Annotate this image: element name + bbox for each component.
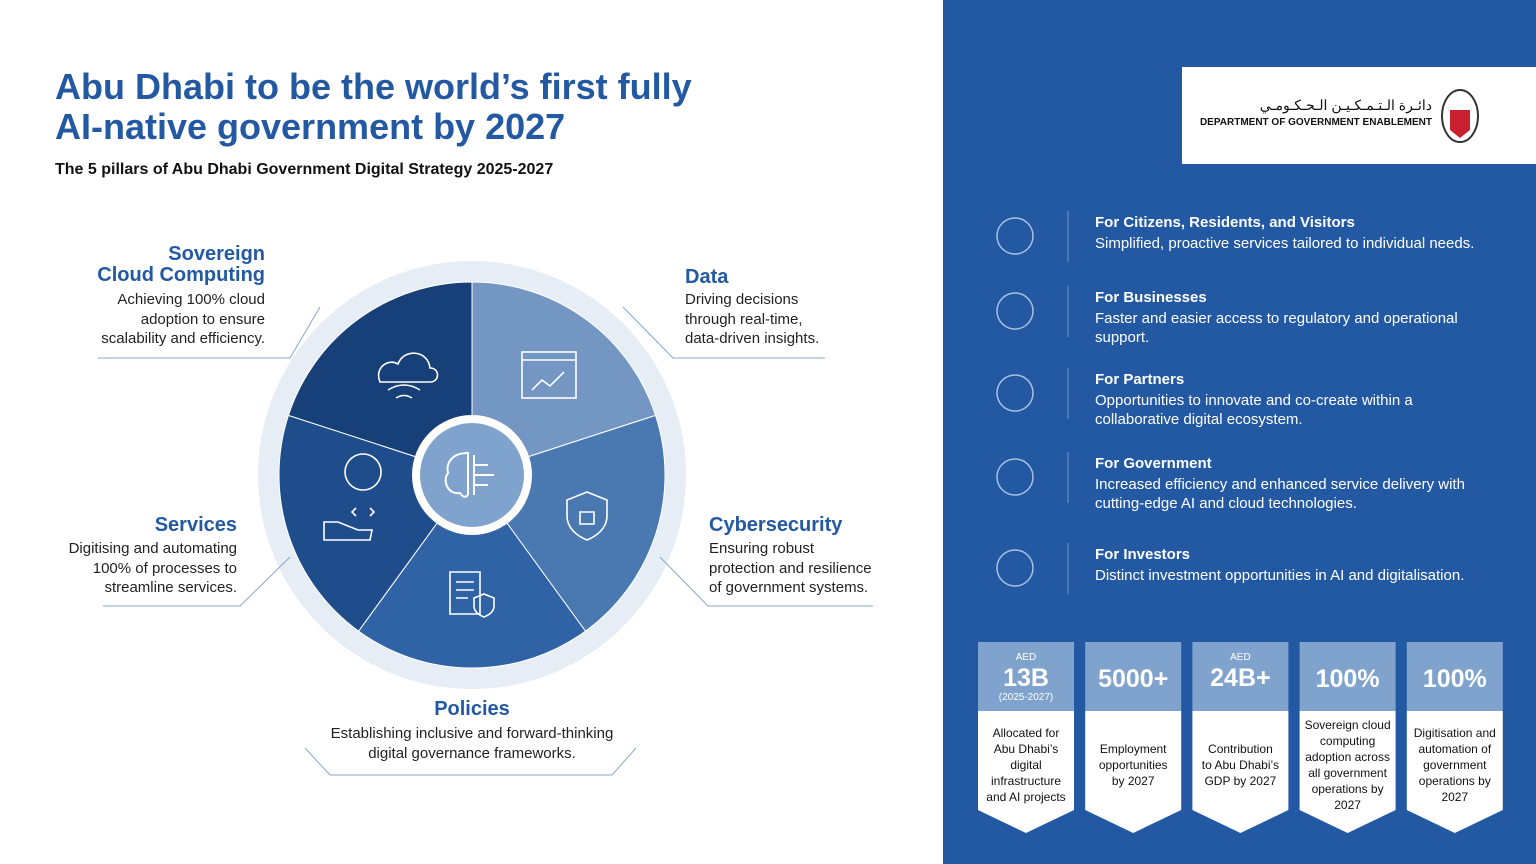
wheel-segment (287, 281, 473, 476)
stat-description: 2027 (1441, 790, 1469, 804)
pillar-description: Digitising and automating (68, 540, 237, 557)
stat-value: 100% (1315, 665, 1380, 693)
stat-description: all government (1308, 766, 1387, 780)
stat-description: opportunities (1098, 758, 1168, 772)
audience-title: For Investors (1095, 546, 1191, 563)
pillar-description: protection and resilience (709, 559, 872, 577)
pillar-description: adoption to ensure (140, 310, 265, 328)
center-core (420, 423, 524, 527)
stat-description: by 2027 (1111, 774, 1155, 788)
audience-title: For Partners (1095, 371, 1185, 388)
pillar-connector (98, 306, 321, 359)
pillar-name: Sovereign (168, 243, 265, 265)
stat-head (1406, 642, 1503, 711)
stat-description: computing (1319, 734, 1376, 748)
pillar-name: Cloud Computing (97, 264, 265, 286)
stat-value: 24B+ (1210, 664, 1271, 692)
pillar-name: Policies (434, 698, 510, 720)
audience-description: Faster and easier access to regulatory a… (1095, 310, 1458, 346)
stat-description: Digitisation and (1413, 726, 1496, 740)
pillar-description: 100% of processes to (92, 559, 237, 577)
stat-description: Abu Dhabi’s (993, 742, 1059, 756)
logo-english: DEPARTMENT OF GOVERNMENT ENABLEMENT (1199, 117, 1432, 128)
pillar-description: Establishing inclusive and forward-think… (330, 725, 614, 742)
audience-icon (996, 549, 1034, 587)
pillar-name: Data (685, 266, 729, 288)
data-chart (522, 359, 576, 391)
audience-title: For Citizens, Residents, and Visitors (1095, 214, 1355, 231)
pillar-connector (659, 556, 873, 607)
stat-description: automation of (1418, 742, 1492, 756)
pillar-description: through real-time, (685, 310, 803, 328)
pillar-description: Achieving 100% cloud (117, 291, 265, 308)
logo-arabic: دائـرة الـتـمـكـيـن الـحـكـومـي (1259, 97, 1432, 113)
stat-description: operations by (1311, 782, 1384, 796)
stat-description: GDP by 2027 (1204, 774, 1277, 788)
audience-icon (996, 458, 1034, 496)
pillar-description: digital governance frameworks. (368, 744, 576, 762)
stat-note: (2025-2027) (998, 692, 1054, 703)
stat-description: and AI projects (986, 790, 1066, 804)
gear-icon (323, 453, 382, 541)
stat-description: digital (1010, 758, 1042, 772)
title: AI-native government by 2027 (55, 106, 566, 147)
stat-description: to Abu Dhabi’s (1201, 758, 1279, 772)
stat-body (1406, 711, 1503, 833)
audience-icon (996, 217, 1034, 255)
stat-description: operations by (1418, 774, 1491, 788)
stat-prefix: AED (1015, 652, 1037, 663)
stat-prefix: AED (1230, 652, 1251, 663)
brain-icon (444, 451, 494, 498)
stat-body (978, 711, 1074, 833)
stat-head (1299, 642, 1396, 711)
stat-value: 5000+ (1098, 665, 1169, 693)
stat-body (1192, 711, 1289, 833)
stat-body (1299, 711, 1396, 833)
stat-head (978, 642, 1074, 711)
audience-icon (996, 374, 1034, 412)
stat-value: 100% (1422, 665, 1487, 693)
doc-icon (449, 571, 495, 618)
stat-value: 13B (1003, 664, 1049, 692)
pillar-connector (304, 747, 637, 776)
stat-body (1085, 711, 1182, 833)
stat-description: Contribution (1208, 742, 1273, 756)
stat-description: 2027 (1334, 798, 1361, 812)
stat-head (1085, 642, 1182, 711)
pillar-description: scalability and efficiency. (101, 330, 265, 347)
data-icon (521, 351, 577, 399)
pillar-description: of government systems. (709, 579, 869, 596)
cloud-icon (377, 352, 439, 399)
stat-description: adoption across (1305, 750, 1390, 764)
logo-box (1182, 67, 1536, 164)
pillar-description: streamline services. (104, 579, 237, 596)
pillar-description: Driving decisions (685, 291, 799, 308)
stat-head (1192, 642, 1289, 711)
title: Abu Dhabi to be the world’s first fully (55, 66, 692, 107)
audience-description: Distinct investment opportunities in AI … (1095, 567, 1465, 584)
pillar-description: Ensuring robust (709, 540, 815, 557)
pillar-name: Cybersecurity (709, 514, 843, 536)
audience-description: Simplified, proactive services tailored … (1095, 235, 1475, 252)
stat-description: Employment (1099, 742, 1167, 756)
audience-icon (996, 292, 1034, 330)
audience-title: For Businesses (1095, 289, 1207, 306)
wheel-segment (471, 281, 657, 476)
pillar-connector (103, 556, 291, 607)
subtitle: The 5 pillars of Abu Dhabi Government Di… (55, 161, 554, 178)
shield-icon (566, 491, 608, 541)
pillar-connector (622, 306, 825, 359)
stat-description: Sovereign cloud (1304, 718, 1391, 732)
stat-description: infrastructure (990, 774, 1062, 788)
audience-description: Increased efficiency and enhanced servic… (1095, 476, 1465, 512)
pillar-name: Services (154, 514, 237, 536)
stat-description: government (1423, 758, 1487, 772)
emblem (1441, 89, 1479, 143)
pillar-description: data-driven insights. (685, 330, 820, 347)
audience-title: For Government (1095, 455, 1212, 472)
audience-description: Opportunities to innovate and co-create … (1095, 392, 1413, 428)
stat-description: Allocated for (992, 726, 1060, 740)
